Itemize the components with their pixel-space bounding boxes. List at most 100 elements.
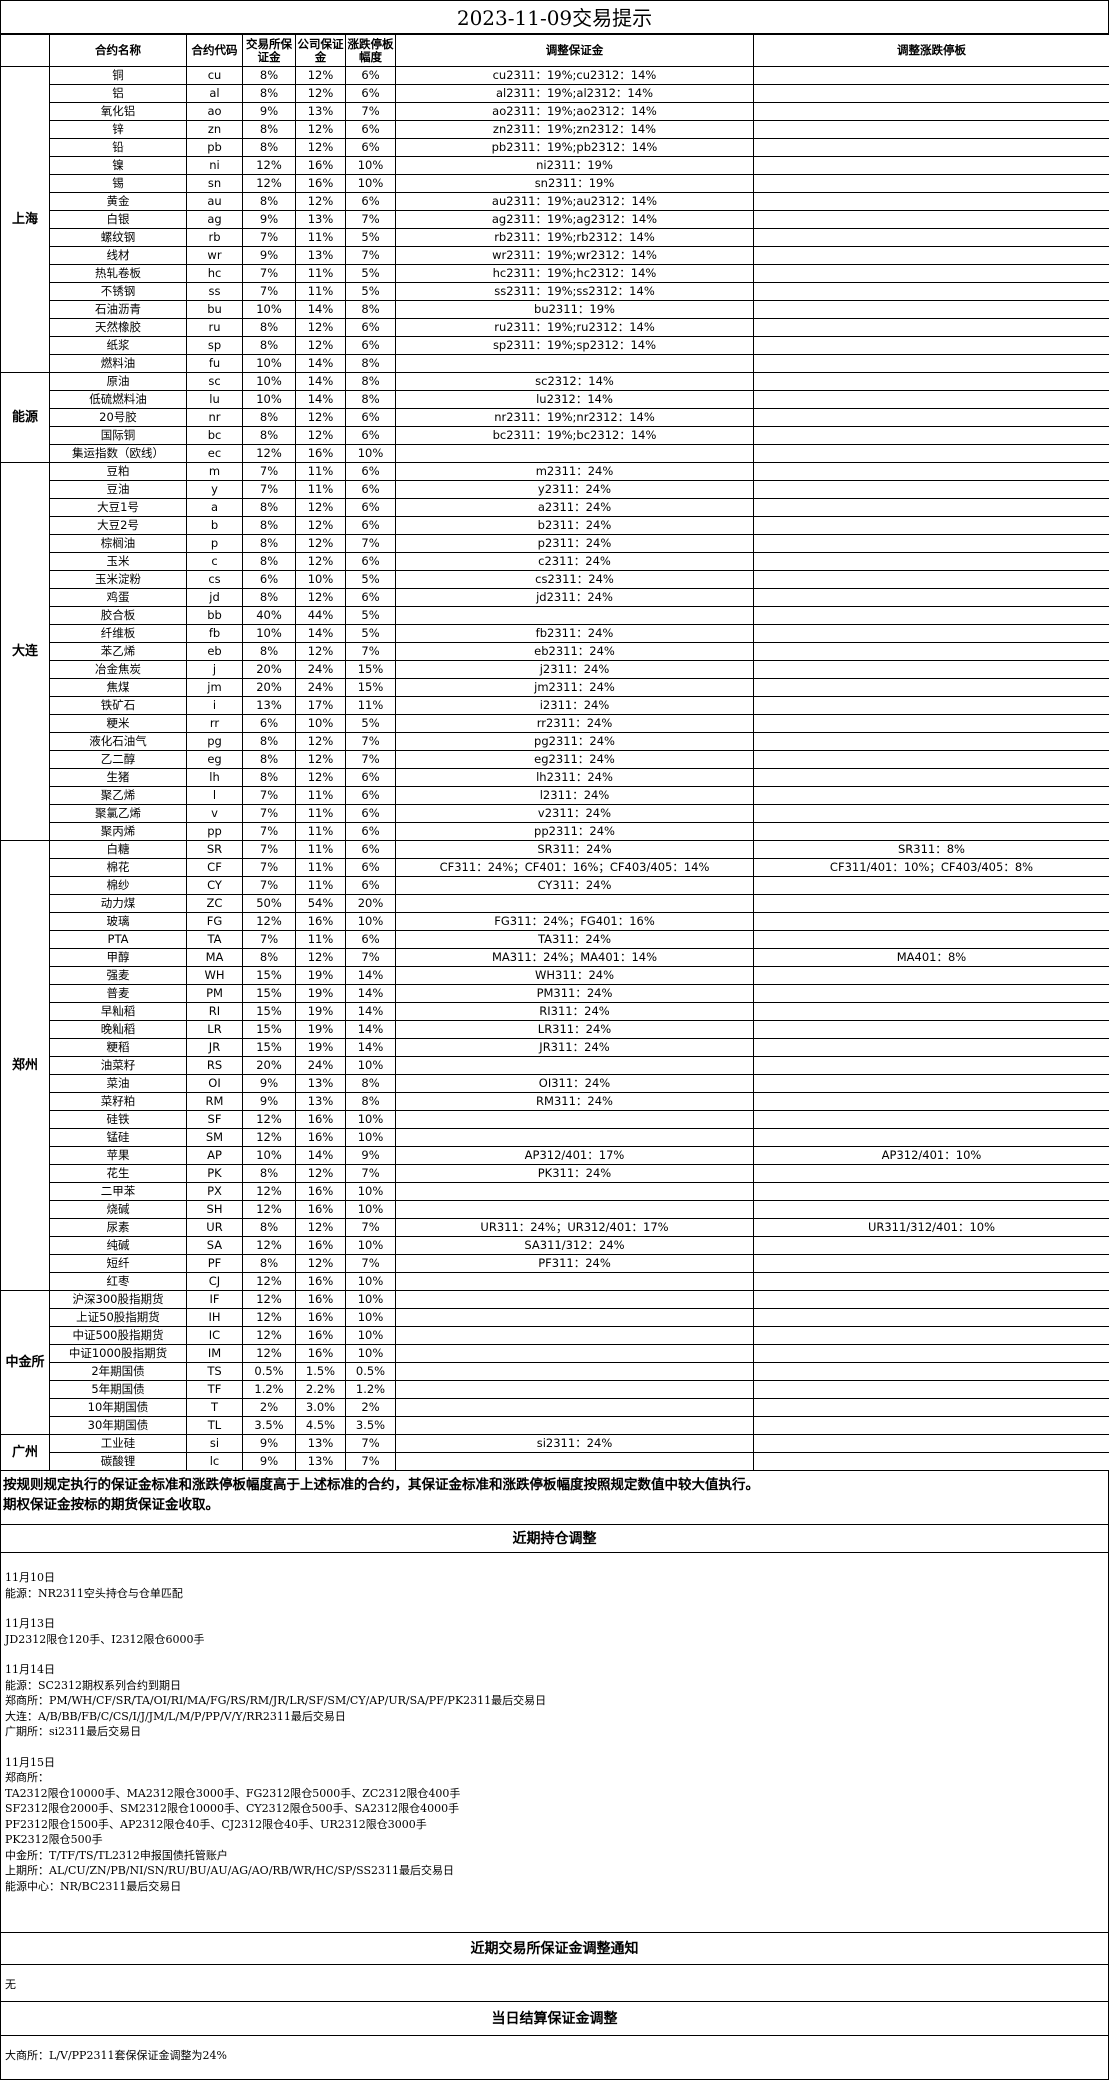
table-cell: bc2311：19%;bc2312：14%	[395, 426, 754, 445]
table-cell: 16%	[295, 1290, 346, 1309]
table-cell: eg	[186, 750, 243, 769]
table-row: 玉米 c 8% 12% 6% c2311：24%	[1, 552, 1109, 571]
table-cell: m2311：24%	[395, 462, 754, 481]
table-cell: lc	[186, 1452, 243, 1471]
section-header: 当日结算保证金调整	[0, 2002, 1109, 2036]
table-cell: 11%	[295, 282, 346, 301]
table-cell: au2311：19%;au2312：14%	[395, 192, 754, 211]
table-cell: 不锈钢	[49, 282, 187, 301]
table-cell: 7%	[345, 642, 396, 661]
table-cell: RM311：24%	[395, 1092, 754, 1111]
table-cell	[753, 1074, 1109, 1093]
table-cell: 7%	[242, 462, 296, 481]
table-row: 上海铜 cu 8% 12% 6% cu2311：19%;cu2312：14%	[0, 66, 1109, 373]
table-cell: y	[186, 480, 243, 499]
header-row: 合约名称 合约代码 交易所保证金 公司保证金 涨跌停板幅度 调整保证金 调整涨跌停板	[0, 34, 1109, 67]
table-cell: 尿素	[49, 1218, 187, 1237]
table-cell: 10%	[345, 1128, 396, 1147]
table-cell	[753, 462, 1109, 481]
table-cell: 12%	[242, 1290, 296, 1309]
table-cell: cu	[186, 66, 243, 85]
table-cell: MA311：24%；MA401：14%	[395, 948, 754, 967]
table-cell: 44%	[295, 606, 346, 625]
table-row: 聚丙烯 pp 7% 11% 6% pp2311：24%	[1, 822, 1109, 841]
table-cell	[753, 1110, 1109, 1129]
table-cell: sc2312：14%	[395, 372, 754, 391]
table-cell: 11%	[295, 480, 346, 499]
table-cell: 11%	[295, 804, 346, 823]
table-cell: TF	[186, 1380, 243, 1399]
table-cell: 7%	[242, 480, 296, 499]
table-cell: p	[186, 534, 243, 553]
table-cell: 16%	[295, 1326, 346, 1345]
table-cell	[753, 1452, 1109, 1471]
table-cell	[395, 1326, 754, 1345]
table-cell: 11%	[295, 462, 346, 481]
table-cell	[753, 354, 1109, 373]
table-cell: 铝	[49, 84, 187, 103]
table-cell: 8%	[242, 1164, 296, 1183]
table-cell: 2%	[345, 1398, 396, 1417]
table-cell	[753, 102, 1109, 121]
table-cell: 12%	[295, 732, 346, 751]
table-cell: 氧化铝	[49, 102, 187, 121]
table-cell: 12%	[242, 1236, 296, 1255]
table-cell	[753, 642, 1109, 661]
table-cell: 生猪	[49, 768, 187, 787]
table-cell: 6%	[345, 876, 396, 895]
table-cell: 8%	[242, 1254, 296, 1273]
table-cell: 10%	[345, 1236, 396, 1255]
table-cell: 2年期国债	[49, 1362, 187, 1381]
table-cell	[753, 336, 1109, 355]
table-cell	[753, 156, 1109, 175]
table-cell: SM	[186, 1128, 243, 1147]
table-row: 聚氯乙烯 v 7% 11% 6% v2311：24%	[1, 804, 1109, 823]
table-cell: jm	[186, 678, 243, 697]
table-cell: IM	[186, 1344, 243, 1363]
table-cell: 16%	[295, 1182, 346, 1201]
table-row: 大连 豆粕 m 7% 11% 6% m2311：24%	[0, 462, 1109, 841]
table-cell: lu2312：14%	[395, 390, 754, 409]
table-row: 能源 原油 sc 10% 14% 8% sc2312：14%	[0, 372, 1109, 463]
table-cell	[753, 1344, 1109, 1363]
table-cell: PK	[186, 1164, 243, 1183]
table-cell: ec	[186, 444, 243, 463]
table-cell: 11%	[295, 822, 346, 841]
table-cell: 原油	[49, 372, 187, 391]
table-cell: 胶合板	[49, 606, 187, 625]
table-cell: 5%	[345, 714, 396, 733]
table-cell: 11%	[295, 876, 346, 895]
table-cell: bc	[186, 426, 243, 445]
table-cell: 9%	[345, 1146, 396, 1165]
section-body: 11月10日 能源：NR2311空头持仓与仓单匹配 11月13日 JD2312限仓12…	[0, 1553, 1109, 1933]
region-cell: 郑州	[0, 840, 50, 1291]
group-line: 大连：A/B/BB/FB/C/CS/I/J/JM/L/M/P/PP/V/Y/RR…	[5, 1709, 346, 1723]
table-cell: 12%	[242, 912, 296, 931]
table-row: 中证1000股指期货 IM 12% 16% 10%	[1, 1344, 1109, 1363]
table-cell: 12%	[242, 1182, 296, 1201]
table-cell: 二甲苯	[49, 1182, 187, 1201]
table-cell: 7%	[242, 876, 296, 895]
table-cell: 7%	[345, 1254, 396, 1273]
table-cell: 14%	[295, 300, 346, 319]
table-cell: 12%	[295, 66, 346, 85]
table-cell	[753, 1308, 1109, 1327]
table-cell: 8%	[242, 732, 296, 751]
table-cell: 豆油	[49, 480, 187, 499]
table-cell: b2311：24%	[395, 516, 754, 535]
group-line: JD2312限仓120手、I2312限仓6000手	[5, 1632, 205, 1646]
table-cell: sp	[186, 336, 243, 355]
table-cell: 8%	[242, 120, 296, 139]
table-cell: 14%	[295, 390, 346, 409]
table-cell: 8%	[242, 426, 296, 445]
table-cell	[753, 732, 1109, 751]
section-body: 无	[0, 1965, 1109, 2002]
table-cell: ao	[186, 102, 243, 121]
table-cell: 20%	[242, 660, 296, 679]
table-cell: 7%	[345, 210, 396, 229]
table-cell: 10%	[242, 624, 296, 643]
table-cell	[753, 786, 1109, 805]
table-cell	[753, 1128, 1109, 1147]
table-cell: 10%	[242, 390, 296, 409]
table-cell: 6%	[345, 552, 396, 571]
